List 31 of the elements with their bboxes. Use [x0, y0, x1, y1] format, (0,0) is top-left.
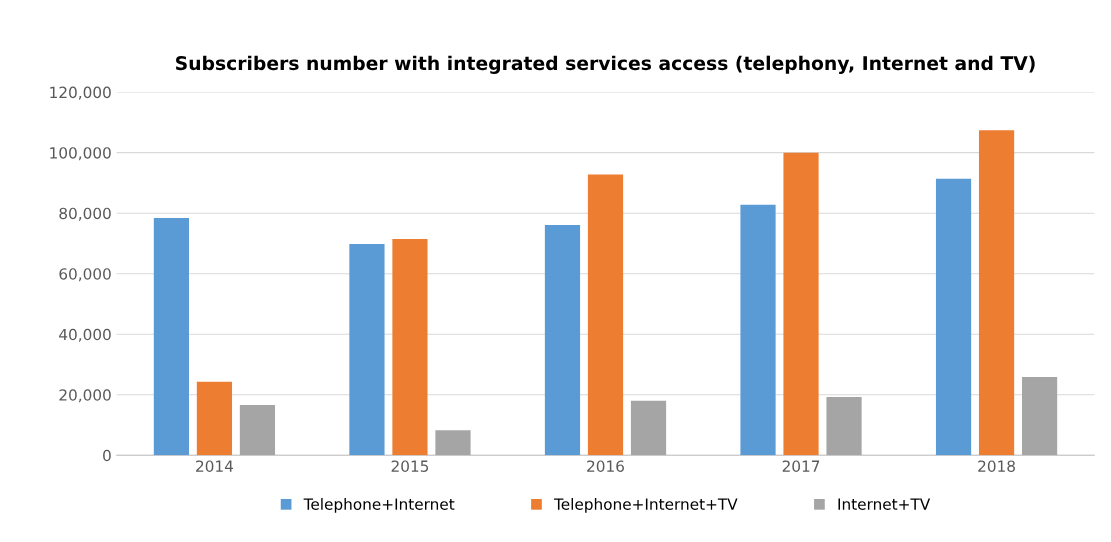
- bar: [978, 130, 1015, 456]
- y-tick-label: 40,000: [59, 328, 111, 342]
- bar: [740, 204, 776, 456]
- x-tick-label: 2015: [391, 460, 429, 472]
- bar: [935, 178, 972, 456]
- x-tick-label: 2017: [782, 460, 820, 472]
- y-tick-label: 120,000: [50, 86, 111, 100]
- bar: [392, 238, 428, 456]
- legend-label: Telephone+Internet+TV: [553, 498, 738, 513]
- y-tick-label: 80,000: [59, 207, 111, 221]
- x-tick-label: 2014: [196, 460, 234, 472]
- y-tick-label: 20,000: [59, 389, 111, 403]
- bar: [587, 174, 624, 456]
- x-tick-label: 2018: [978, 460, 1015, 472]
- y-tick-label: 60,000: [59, 268, 111, 282]
- bar: [783, 152, 819, 456]
- legend-label: Internet+TV: [838, 498, 931, 510]
- bar: [544, 224, 581, 456]
- bar: [1021, 376, 1058, 456]
- y-tick-label: 0: [103, 449, 111, 462]
- bar: [196, 381, 233, 456]
- bar: [435, 430, 471, 456]
- y-tick-label: 100,000: [50, 147, 111, 161]
- bar: [239, 405, 276, 456]
- bar: [826, 396, 862, 456]
- bar: [630, 400, 667, 456]
- bar: [349, 244, 385, 456]
- chart-title: Subscribers number with integrated services access (telephony, Internet and TV): [176, 55, 1035, 74]
- x-tick-label: 2016: [587, 460, 624, 472]
- legend-label: Telephone+Internet: [303, 498, 455, 513]
- bar: [153, 218, 189, 456]
